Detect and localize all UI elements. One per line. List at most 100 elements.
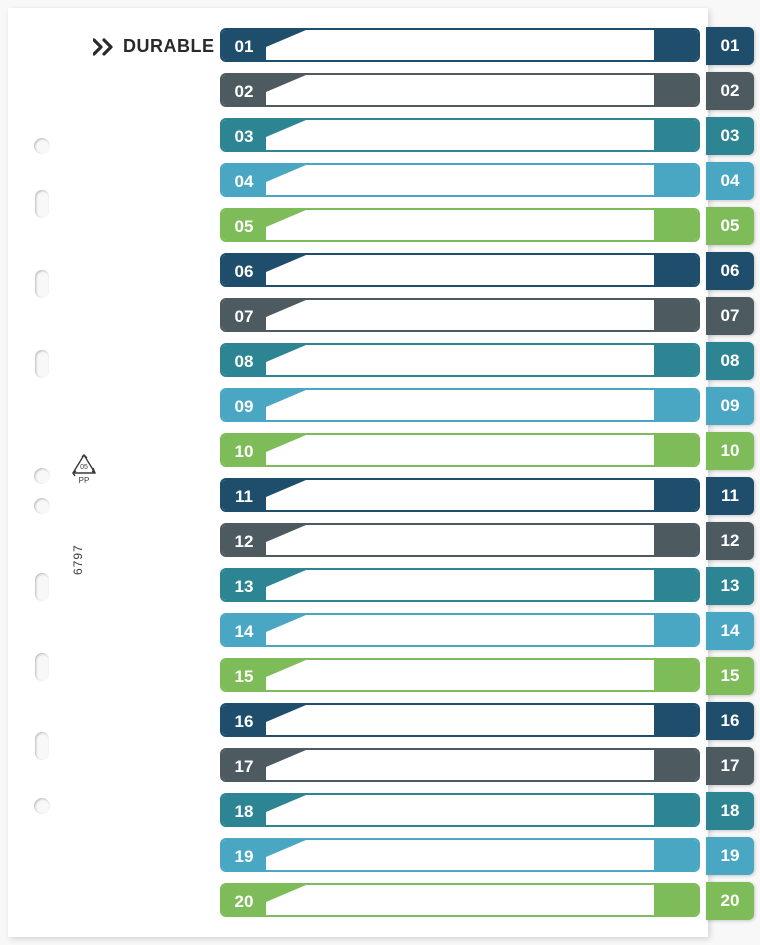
divider-tab: 12 xyxy=(706,522,754,560)
index-row: 14 xyxy=(220,613,708,651)
divider-tab: 11 xyxy=(706,477,754,515)
index-row-number: 15 xyxy=(222,660,266,692)
index-row-swoosh xyxy=(266,300,306,317)
index-row-frame: 16 xyxy=(220,703,700,737)
divider-tab: 19 xyxy=(706,837,754,875)
brand-arrows-icon xyxy=(93,38,119,56)
index-row-frame: 04 xyxy=(220,163,700,197)
index-row-number: 11 xyxy=(222,480,266,512)
divider-tab: 14 xyxy=(706,612,754,650)
index-row-number: 06 xyxy=(222,255,266,287)
index-row-swoosh xyxy=(266,210,306,227)
index-row: 06 xyxy=(220,253,708,291)
index-row-number: 18 xyxy=(222,795,266,827)
brand-name: DURABLE xyxy=(123,36,215,57)
index-row-swoosh xyxy=(266,525,306,542)
index-row-endcap xyxy=(654,435,698,467)
index-row-frame: 08 xyxy=(220,343,700,377)
index-row: 18 xyxy=(220,793,708,831)
index-row-frame: 09 xyxy=(220,388,700,422)
divider-tab: 09 xyxy=(706,387,754,425)
index-row-number: 07 xyxy=(222,300,266,332)
punch-hole-round xyxy=(34,468,50,484)
index-row-number: 10 xyxy=(222,435,266,467)
divider-tab: 05 xyxy=(706,207,754,245)
index-row-swoosh xyxy=(266,390,306,407)
index-rows: 0102030405060708091011121314151617181920 xyxy=(220,28,708,928)
recycle-code: 05 xyxy=(80,464,88,471)
index-row-swoosh xyxy=(266,660,306,677)
index-row-frame: 03 xyxy=(220,118,700,152)
punch-hole-round xyxy=(34,138,50,154)
divider-tab: 04 xyxy=(706,162,754,200)
product-code: 6797 xyxy=(71,544,85,575)
index-row-endcap xyxy=(654,345,698,377)
index-row-swoosh xyxy=(266,840,306,857)
index-row-endcap xyxy=(654,750,698,782)
index-cover-sheet: DURABLE 05 PP 6797 01 02 03 04 05 06 07 08 09 10 1… xyxy=(8,8,708,937)
punch-hole-slot xyxy=(35,573,49,601)
index-row-frame: 19 xyxy=(220,838,700,872)
index-row-frame: 18 xyxy=(220,793,700,827)
index-row: 12 xyxy=(220,523,708,561)
index-row-endcap xyxy=(654,705,698,737)
divider-tab: 17 xyxy=(706,747,754,785)
index-row-endcap xyxy=(654,75,698,107)
index-row-swoosh xyxy=(266,750,306,767)
divider-tab: 20 xyxy=(706,882,754,920)
index-row-endcap xyxy=(654,660,698,692)
index-row: 13 xyxy=(220,568,708,606)
index-row-swoosh xyxy=(266,435,306,452)
index-row: 10 xyxy=(220,433,708,471)
index-row-frame: 17 xyxy=(220,748,700,782)
divider-tab: 06 xyxy=(706,252,754,290)
index-row-number: 17 xyxy=(222,750,266,782)
index-row-swoosh xyxy=(266,120,306,137)
index-row-number: 03 xyxy=(222,120,266,152)
index-row: 01 xyxy=(220,28,708,66)
brand-logo: DURABLE xyxy=(93,36,215,57)
index-row-swoosh xyxy=(266,795,306,812)
divider-tab: 18 xyxy=(706,792,754,830)
punch-hole-round xyxy=(34,798,50,814)
index-row-endcap xyxy=(654,165,698,197)
index-row-frame: 15 xyxy=(220,658,700,692)
index-row-swoosh xyxy=(266,75,306,92)
index-row-number: 16 xyxy=(222,705,266,737)
index-row-swoosh xyxy=(266,255,306,272)
divider-tab: 10 xyxy=(706,432,754,470)
index-row: 17 xyxy=(220,748,708,786)
index-row: 08 xyxy=(220,343,708,381)
index-row-frame: 06 xyxy=(220,253,700,287)
recycle-icon: 05 PP xyxy=(70,453,98,492)
index-row-swoosh xyxy=(266,345,306,362)
index-row-frame: 14 xyxy=(220,613,700,647)
index-row: 16 xyxy=(220,703,708,741)
index-row: 09 xyxy=(220,388,708,426)
index-row-endcap xyxy=(654,840,698,872)
divider-tab: 03 xyxy=(706,117,754,155)
index-row: 02 xyxy=(220,73,708,111)
index-row-number: 04 xyxy=(222,165,266,197)
index-row-frame: 13 xyxy=(220,568,700,602)
divider-tab: 15 xyxy=(706,657,754,695)
index-row-frame: 01 xyxy=(220,28,700,62)
index-row-swoosh xyxy=(266,885,306,902)
punch-hole-slot xyxy=(35,350,49,378)
divider-tab: 07 xyxy=(706,297,754,335)
index-row: 07 xyxy=(220,298,708,336)
index-row-frame: 05 xyxy=(220,208,700,242)
punch-holes xyxy=(26,8,66,937)
recycle-material: PP xyxy=(79,476,90,485)
index-row: 03 xyxy=(220,118,708,156)
index-row-endcap xyxy=(654,795,698,827)
index-row-number: 05 xyxy=(222,210,266,242)
index-row-number: 02 xyxy=(222,75,266,107)
index-row-number: 01 xyxy=(222,30,266,62)
punch-hole-slot xyxy=(35,190,49,218)
divider-tab: 02 xyxy=(706,72,754,110)
index-row-frame: 02 xyxy=(220,73,700,107)
index-row-frame: 11 xyxy=(220,478,700,512)
index-row-endcap xyxy=(654,210,698,242)
index-row-endcap xyxy=(654,885,698,917)
